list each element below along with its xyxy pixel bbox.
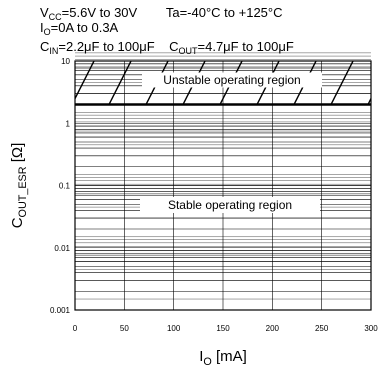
hatch-line — [108, 61, 132, 105]
condition-line: CIN=2.2μF to 100μF COUT=4.7μF to 100μF — [40, 39, 294, 56]
x-tick-label: 100 — [167, 324, 181, 333]
gridlines — [75, 52, 371, 311]
region-label: Unstable operating region — [163, 73, 300, 87]
x-tick-label: 50 — [120, 324, 129, 333]
x-tick-label: 0 — [73, 324, 78, 333]
y-tick-label: 0.1 — [59, 182, 71, 191]
x-tick-label: 300 — [364, 324, 378, 333]
x-tick-label: 150 — [216, 324, 230, 333]
condition-line: VCC=5.6V to 30V Ta=-40°C to +125°C — [40, 5, 283, 22]
x-axis-label: IO [mA] — [199, 348, 247, 368]
y-tick-label: 0.01 — [54, 244, 70, 253]
region-label-background — [142, 72, 322, 88]
hatch-line — [35, 61, 57, 105]
x-tick-label: 250 — [315, 324, 329, 333]
region-label-background — [140, 197, 320, 213]
y-tick-label: 1 — [66, 119, 71, 128]
y-tick-label: 0.001 — [50, 306, 71, 315]
conditions-block: VCC=5.6V to 30V Ta=-40°C to +125°CIO=0A … — [40, 5, 294, 56]
x-tick-label: 200 — [266, 324, 280, 333]
hatch-line — [75, 61, 95, 101]
plot-frame — [74, 60, 372, 311]
y-axis-label: COUT_ESR [Ω] — [9, 143, 29, 229]
y-tick-labels: 0.001 0.01 0.1 1 10 — [50, 57, 71, 315]
y-tick-label: 10 — [61, 57, 70, 66]
hatch-line — [330, 61, 354, 105]
x-tick-labels: 0 50 100 150 200 250 300 — [73, 324, 378, 333]
condition-line: IO=0A to 0.3A — [40, 20, 119, 37]
region-label: Stable operating region — [168, 198, 292, 212]
plot-area: Unstable operating region Stable operatin… — [9, 52, 378, 368]
